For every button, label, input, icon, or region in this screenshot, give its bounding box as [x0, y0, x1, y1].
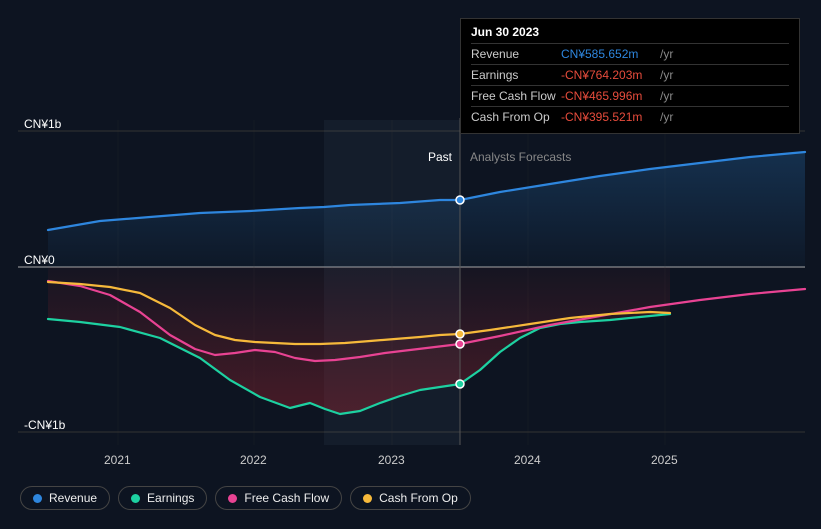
- legend-label: Cash From Op: [379, 491, 458, 505]
- tooltip-row-cfo: Cash From Op -CN¥395.521m /yr: [471, 106, 789, 127]
- legend-item-fcf[interactable]: Free Cash Flow: [215, 486, 342, 510]
- tooltip-unit: /yr: [660, 110, 673, 124]
- forecast-label: Analysts Forecasts: [470, 150, 571, 164]
- legend-label: Revenue: [49, 491, 97, 505]
- tooltip-value: -CN¥465.996m: [561, 89, 656, 103]
- tooltip-label: Revenue: [471, 47, 561, 61]
- tooltip-value: -CN¥764.203m: [561, 68, 656, 82]
- tooltip-label: Free Cash Flow: [471, 89, 561, 103]
- legend-dot-icon: [131, 494, 140, 503]
- legend-label: Free Cash Flow: [244, 491, 329, 505]
- legend-dot-icon: [363, 494, 372, 503]
- tooltip-label: Cash From Op: [471, 110, 561, 124]
- chart-tooltip: Jun 30 2023 Revenue CN¥585.652m /yr Earn…: [460, 18, 800, 134]
- xaxis-label-2024: 2024: [514, 453, 541, 467]
- xaxis-label-2025: 2025: [651, 453, 678, 467]
- yaxis-label-n1b: -CN¥1b: [24, 418, 65, 432]
- tooltip-title: Jun 30 2023: [471, 25, 789, 39]
- legend-item-earnings[interactable]: Earnings: [118, 486, 207, 510]
- legend-item-revenue[interactable]: Revenue: [20, 486, 110, 510]
- xaxis-label-2023: 2023: [378, 453, 405, 467]
- tooltip-value: -CN¥395.521m: [561, 110, 656, 124]
- tooltip-unit: /yr: [660, 68, 673, 82]
- xaxis-label-2021: 2021: [104, 453, 131, 467]
- yaxis-label-0: CN¥0: [24, 253, 55, 267]
- tooltip-unit: /yr: [660, 47, 673, 61]
- legend-dot-icon: [33, 494, 42, 503]
- tooltip-value: CN¥585.652m: [561, 47, 656, 61]
- legend-item-cfo[interactable]: Cash From Op: [350, 486, 471, 510]
- legend-label: Earnings: [147, 491, 194, 505]
- tooltip-unit: /yr: [660, 89, 673, 103]
- tooltip-row-earnings: Earnings -CN¥764.203m /yr: [471, 64, 789, 85]
- tooltip-row-revenue: Revenue CN¥585.652m /yr: [471, 43, 789, 64]
- legend: Revenue Earnings Free Cash Flow Cash Fro…: [20, 486, 471, 510]
- xaxis-label-2022: 2022: [240, 453, 267, 467]
- legend-dot-icon: [228, 494, 237, 503]
- tooltip-row-fcf: Free Cash Flow -CN¥465.996m /yr: [471, 85, 789, 106]
- yaxis-label-1b: CN¥1b: [24, 117, 61, 131]
- past-label: Past: [428, 150, 452, 164]
- tooltip-label: Earnings: [471, 68, 561, 82]
